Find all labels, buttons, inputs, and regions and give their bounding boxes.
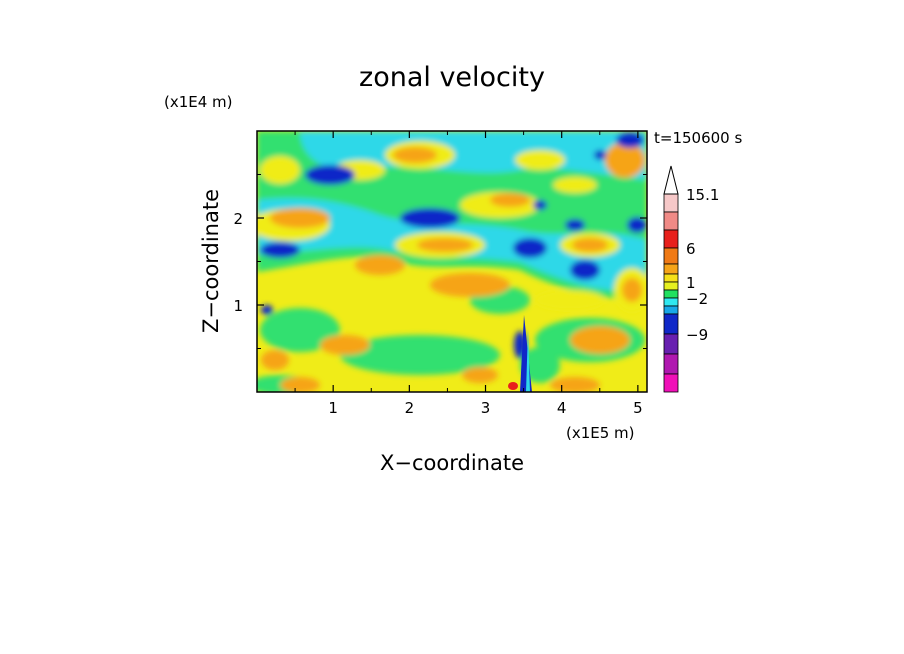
x-tick-label: 3 <box>481 399 491 417</box>
x-unit-label: (x1E5 m) <box>566 424 635 442</box>
time-label: t=150600 s <box>654 129 742 147</box>
colorbar-band <box>663 297 679 307</box>
x-axis: 1 2 3 4 5 <box>294 131 643 417</box>
colorbar-band <box>663 229 679 249</box>
x-tick-label: 1 <box>328 399 338 417</box>
colorbar-label: 15.1 <box>686 186 719 204</box>
chart-title: zonal velocity <box>359 62 545 93</box>
colorbar-band <box>663 373 679 393</box>
colorbar-extend-arrow <box>663 165 679 195</box>
x-axis-label: X−coordinate <box>380 451 524 475</box>
colorbar-band <box>663 281 679 291</box>
y-unit-label: (x1E4 m) <box>164 93 233 111</box>
colorbar-band <box>663 247 679 265</box>
colorbar-band <box>663 305 679 315</box>
colorbar-band <box>663 211 679 231</box>
x-tick-label: 5 <box>633 399 643 417</box>
x-tick-label: 4 <box>557 399 567 417</box>
y-axis-label: Z−coordinate <box>199 189 223 333</box>
x-tick-label: 2 <box>405 399 415 417</box>
colorbar-label: 6 <box>686 240 696 258</box>
y-tick-label: 1 <box>233 297 243 315</box>
colorbar-band <box>663 353 679 375</box>
colorbar-label: −2 <box>686 290 708 308</box>
colorbar-band <box>663 263 679 275</box>
colorbar-band <box>663 313 679 335</box>
colorbar-band <box>663 193 679 213</box>
y-tick-label: 2 <box>233 210 243 228</box>
contour-field <box>257 131 647 392</box>
colorbar-band <box>663 273 679 283</box>
colorbar-band <box>663 333 679 355</box>
colorbar-band <box>663 289 679 299</box>
colorbar-label: −9 <box>686 326 708 344</box>
y-axis: 12 <box>233 174 647 349</box>
colorbar: 15.1 6 1−2 −9 <box>663 165 719 393</box>
colorbar-label: 1 <box>686 274 696 292</box>
